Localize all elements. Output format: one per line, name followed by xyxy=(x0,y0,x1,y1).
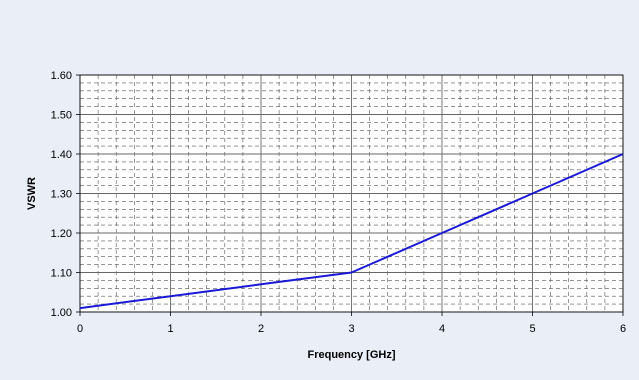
x-tick-label: 5 xyxy=(529,323,535,335)
x-axis-label: Frequency [GHz] xyxy=(307,349,395,361)
y-tick-label: 1.60 xyxy=(51,70,72,82)
x-tick-label: 6 xyxy=(620,323,626,335)
x-axis-ticks: 0 1 2 3 4 5 6 xyxy=(77,312,626,335)
x-tick-label: 2 xyxy=(258,323,264,335)
y-tick-label: 1.20 xyxy=(51,228,72,240)
x-tick-label: 3 xyxy=(348,323,354,335)
y-tick-label: 1.10 xyxy=(51,268,72,280)
y-tick-label: 1.50 xyxy=(51,110,72,122)
x-tick-label: 4 xyxy=(439,323,445,335)
y-tick-label: 1.40 xyxy=(51,149,72,161)
y-axis-ticks: 1.00 1.10 1.20 1.30 1.40 1.50 1.60 xyxy=(51,70,80,319)
x-tick-label: 0 xyxy=(77,323,83,335)
y-axis-label: VSWR xyxy=(26,177,38,210)
x-tick-label: 1 xyxy=(167,323,173,335)
y-tick-label: 1.00 xyxy=(51,307,72,319)
y-tick-label: 1.30 xyxy=(51,189,72,201)
